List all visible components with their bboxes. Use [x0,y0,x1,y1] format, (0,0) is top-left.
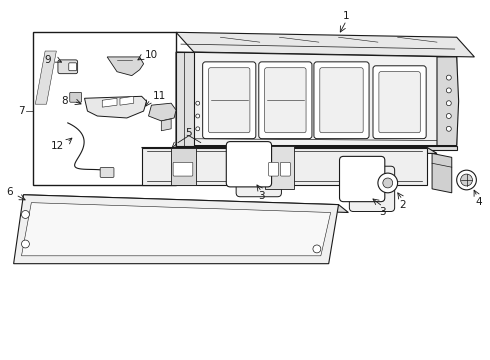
Circle shape [313,245,321,253]
Text: 3: 3 [258,191,265,201]
FancyBboxPatch shape [236,152,281,197]
FancyBboxPatch shape [173,162,193,176]
Circle shape [378,173,397,193]
FancyBboxPatch shape [379,72,420,133]
Circle shape [196,114,200,118]
FancyBboxPatch shape [269,162,278,176]
Polygon shape [432,153,452,193]
FancyBboxPatch shape [314,62,369,139]
FancyBboxPatch shape [100,167,114,177]
Text: 12: 12 [51,140,65,150]
Polygon shape [35,51,56,104]
Circle shape [446,101,451,106]
FancyBboxPatch shape [69,63,76,71]
Text: 5: 5 [186,128,192,138]
Polygon shape [171,148,196,185]
Polygon shape [176,52,457,145]
Polygon shape [176,32,474,57]
Circle shape [383,178,392,188]
Text: 1: 1 [343,10,350,21]
FancyBboxPatch shape [70,93,81,102]
Polygon shape [142,148,427,185]
Circle shape [22,211,29,219]
FancyBboxPatch shape [340,156,385,202]
FancyBboxPatch shape [320,68,363,133]
Polygon shape [148,103,176,121]
FancyBboxPatch shape [349,166,394,212]
Text: 10: 10 [145,50,158,60]
Circle shape [446,113,451,118]
Text: 6: 6 [6,187,13,197]
Polygon shape [176,52,194,145]
FancyBboxPatch shape [226,141,271,187]
Circle shape [457,170,476,190]
Polygon shape [437,57,459,145]
Circle shape [461,174,472,186]
FancyBboxPatch shape [280,162,290,176]
Circle shape [446,126,451,131]
Polygon shape [102,98,117,107]
Polygon shape [84,96,147,118]
Polygon shape [142,148,437,153]
FancyBboxPatch shape [265,68,306,133]
FancyBboxPatch shape [58,60,77,74]
Polygon shape [22,203,331,256]
Circle shape [446,88,451,93]
Text: 2: 2 [399,199,406,210]
Polygon shape [14,195,339,264]
Polygon shape [120,96,134,105]
Polygon shape [176,145,457,150]
Polygon shape [107,57,144,76]
Circle shape [446,75,451,80]
Text: 4: 4 [475,197,482,207]
FancyBboxPatch shape [209,68,250,133]
FancyBboxPatch shape [259,62,312,139]
Text: 7: 7 [18,106,25,116]
Text: 11: 11 [153,91,166,101]
Polygon shape [265,145,294,189]
Circle shape [22,240,29,248]
FancyBboxPatch shape [203,62,256,139]
Text: 3: 3 [380,207,386,216]
Polygon shape [161,119,171,131]
Polygon shape [33,32,176,185]
Polygon shape [24,195,348,212]
Text: 9: 9 [45,55,51,65]
FancyBboxPatch shape [373,66,426,139]
Text: 8: 8 [62,96,68,106]
Circle shape [196,127,200,131]
Circle shape [196,101,200,105]
